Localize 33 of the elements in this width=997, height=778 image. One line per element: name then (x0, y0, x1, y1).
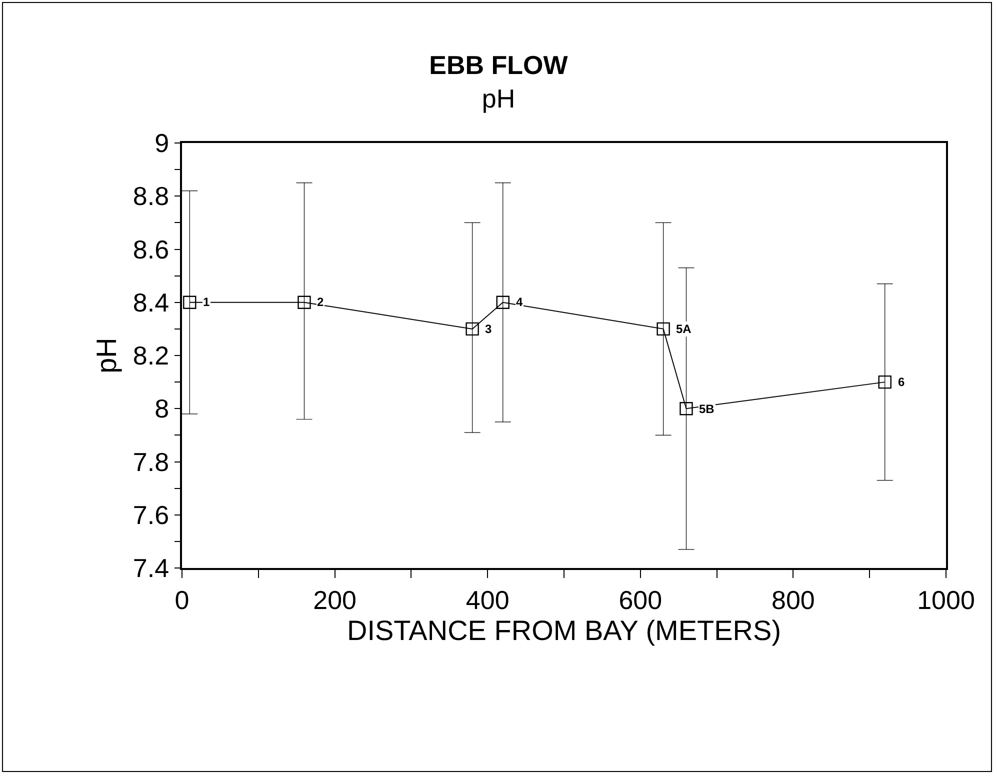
y-tick-label: 7.4 (132, 553, 170, 584)
x-tick-label: 200 (313, 584, 356, 615)
x-tick-label: 1000 (917, 584, 975, 615)
chart-title: EBB FLOW (429, 50, 568, 80)
x-axis-title: DISTANCE FROM BAY (METERS) (346, 614, 782, 646)
annotation: 5B (699, 402, 715, 416)
y-axis-title: pH (91, 338, 122, 374)
annotation: 6 (898, 375, 905, 389)
x-tick-label: 600 (618, 584, 662, 615)
point (183, 296, 196, 309)
y-tick-label: 8.4 (132, 287, 170, 318)
y-tick-label: 8.8 (132, 181, 170, 212)
annotation: 4 (516, 295, 523, 309)
x-tick-label: 800 (772, 584, 815, 615)
y-tick-label: 7.6 (132, 500, 170, 530)
annotation: 1 (203, 295, 210, 309)
chart-subtitle: pH (482, 84, 516, 114)
y-tick-label: 8.6 (132, 234, 170, 264)
annotation: 5A (676, 322, 692, 336)
y-tick-label: 9 (154, 128, 170, 158)
x-tick-label: 400 (466, 584, 510, 615)
y-tick-label: 7.8 (132, 446, 170, 477)
annotation: 3 (485, 322, 492, 336)
point (466, 322, 479, 336)
x-tick-label: 0 (174, 584, 190, 615)
point (878, 375, 892, 389)
point (680, 402, 693, 416)
point (656, 322, 670, 336)
y-tick-label: 8 (154, 394, 170, 424)
y-tick-label: 8.2 (132, 340, 170, 371)
point (496, 296, 510, 309)
annotation: 2 (317, 295, 324, 309)
point (298, 296, 311, 309)
